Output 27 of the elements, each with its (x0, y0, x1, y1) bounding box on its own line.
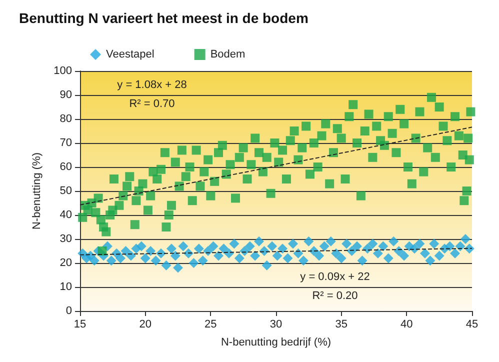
x-axis-title: N-benutting bedrijf (%) (220, 336, 332, 348)
x-tick-label: 35 (335, 318, 348, 330)
y-tick-label: 60 (60, 161, 72, 173)
annotation: R² = 0.70 (129, 98, 175, 110)
y-tick-label: 90 (60, 89, 72, 101)
x-tick-label: 30 (270, 318, 282, 330)
chart-title: Benutting N varieert het meest in de bodem (19, 10, 308, 26)
y-tick-label: 0 (66, 305, 72, 317)
y-tick-label: 50 (60, 185, 72, 197)
y-axis-title: N-benutting (%) (31, 152, 44, 230)
y-tick-label: 30 (60, 233, 72, 245)
y-tick-label: 70 (60, 137, 72, 149)
y-tick-label: 10 (60, 281, 72, 293)
annotation: R² = 0.20 (312, 290, 358, 302)
legend-label: Veestapel (106, 48, 154, 60)
x-tick-label: 25 (204, 318, 217, 330)
y-tick-label: 100 (54, 65, 72, 77)
y-tick-label: 20 (60, 257, 72, 269)
legend-label: Bodem (210, 48, 246, 60)
y-tick-label: 80 (60, 113, 72, 125)
annotation: y = 1.08x + 28 (117, 79, 187, 91)
x-tick-label: 40 (400, 318, 413, 330)
y-tick-label: 40 (60, 209, 72, 221)
annotation: y = 0.09x + 22 (300, 271, 370, 283)
x-tick-label: 15 (74, 318, 86, 330)
x-tick-label: 45 (466, 318, 478, 330)
x-tick-label: 20 (139, 318, 152, 330)
